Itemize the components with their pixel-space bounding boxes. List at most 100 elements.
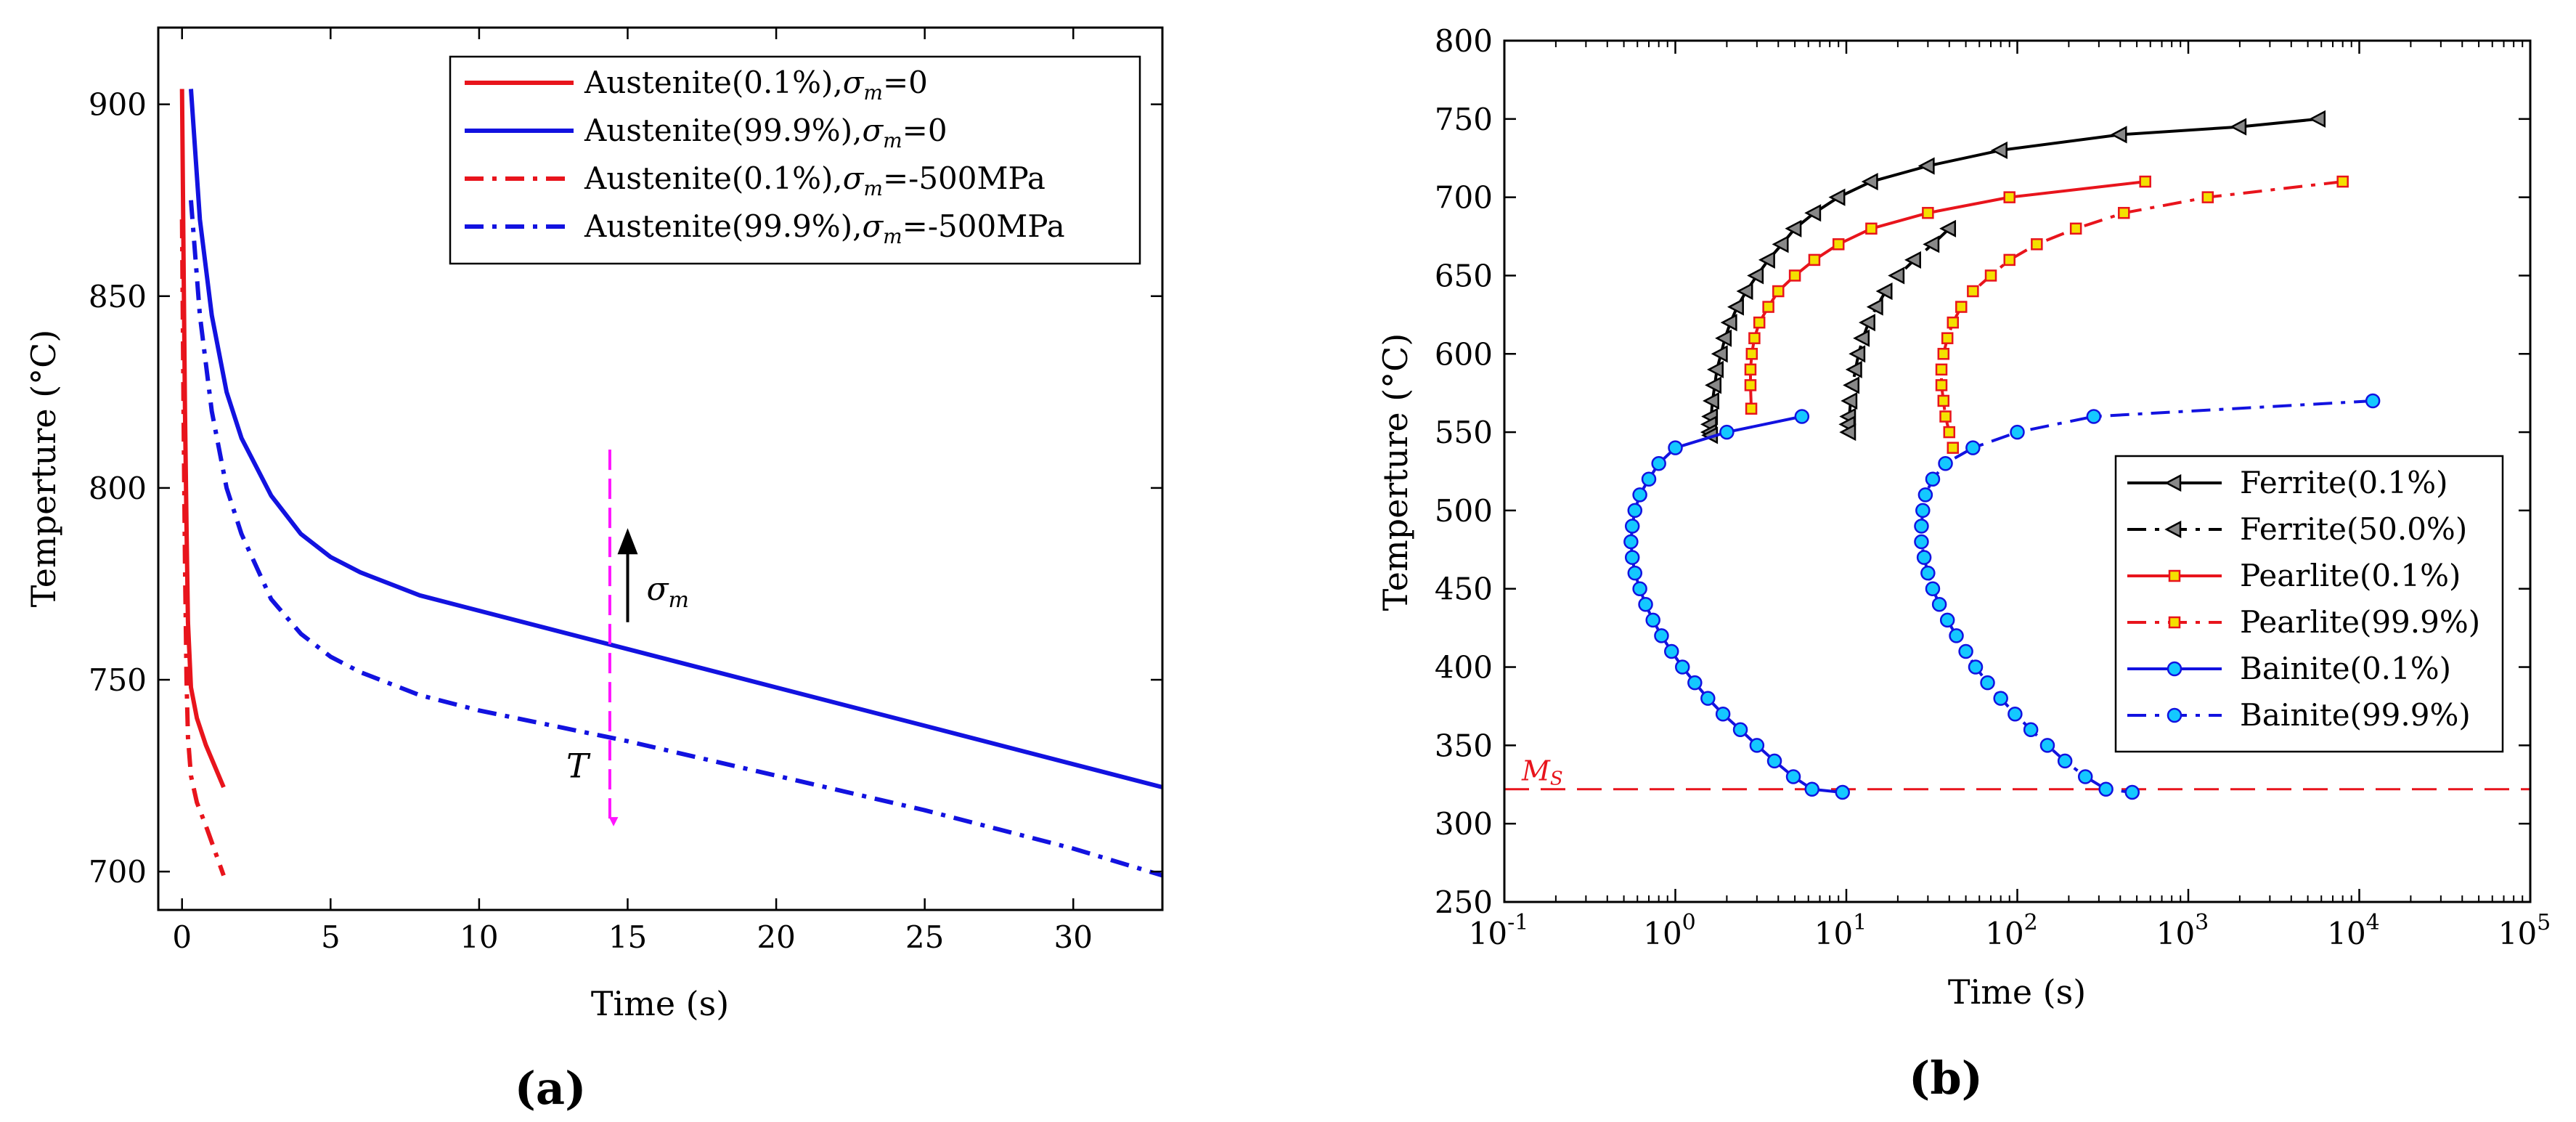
- panel-b-point-4-19: [1715, 706, 1731, 722]
- panel-b-point-3-13: [1935, 379, 1948, 391]
- panel-b-legend-marker-4: [2167, 661, 2182, 677]
- panel-b-point-4-24: [1804, 781, 1819, 797]
- panel-b-point-5-16: [1958, 643, 1973, 659]
- panel-b-point-1-3: [1888, 267, 1905, 285]
- panel-b-point-0-12: [1736, 282, 1753, 301]
- panel-b-point-5-23: [2057, 753, 2073, 769]
- tick-exponent: 5: [2537, 910, 2551, 935]
- panel-b-point-4-10: [1627, 565, 1643, 581]
- panel-b-point-1-8: [1849, 345, 1866, 363]
- tick-base: 10: [1643, 916, 1682, 951]
- panel-b-point-0-13: [1727, 298, 1744, 316]
- panel-b-point-1-11: [1841, 391, 1858, 410]
- panel-a-legend: Austenite(0.1%),σm=0Austenite(99.9%),σm=…: [449, 55, 1141, 265]
- panel-a-series-line-2: [179, 219, 226, 877]
- panel-b-point-5-9: [1914, 534, 1929, 550]
- legend-text-sigma: σ: [862, 113, 884, 148]
- tick-exponent: -1: [1507, 910, 1528, 935]
- panel-b-point-2-0: [2139, 175, 2151, 188]
- ms-label-main: M: [1521, 755, 1551, 787]
- panel-b-point-5-14: [1939, 612, 1955, 628]
- panel-b-xtick-label: 102: [1985, 910, 2038, 951]
- panel-b-marks: [1504, 110, 2530, 800]
- panel-b-point-5-26: [2124, 784, 2140, 800]
- panel-b-ytick-label: 700: [1435, 180, 1493, 216]
- panel-b-point-3-14: [1937, 394, 1950, 407]
- panel-b-point-1-1: [1923, 235, 1940, 253]
- panel-b-ytick-label: 550: [1435, 415, 1493, 450]
- panel-b-point-1-10: [1843, 376, 1860, 394]
- panel-b-point-2-9: [1753, 316, 1766, 329]
- panel-b-series-5: [1914, 393, 2381, 800]
- panel-b-point-2-10: [1748, 332, 1761, 344]
- panel-b-point-0-0: [2309, 110, 2326, 128]
- panel-b-point-0-6: [1828, 188, 1846, 206]
- panel-a-xtick-label: 10: [460, 919, 498, 955]
- panel-b-point-1-5: [1866, 298, 1883, 316]
- legend-text-main: Austenite(0.1%),: [584, 65, 843, 100]
- tick-base: 10: [2327, 916, 2365, 951]
- panel-a-annotations: σm T: [566, 450, 689, 826]
- panel-b-point-0-2: [2110, 126, 2127, 144]
- panel-b-point-2-8: [1762, 301, 1774, 313]
- panel-b-point-3-12: [1935, 363, 1948, 376]
- tick-exponent: 1: [1853, 910, 1867, 935]
- panel-b-xtick-label: 100: [1643, 910, 1696, 951]
- panel-b-point-2-3: [1865, 222, 1878, 235]
- tick-base: 10: [1814, 916, 1853, 951]
- panel-b-legend-label-5: Bainite(99.9%): [2240, 697, 2471, 733]
- panel-b-ticks: 25030035040045050055060065070075080010-1…: [1435, 23, 2551, 951]
- panel-a-legend-label-2: Austenite(0.1%),σm=-500MPa: [584, 160, 1046, 200]
- panel-b-point-5-24: [2077, 769, 2093, 784]
- panel-b-point-1-4: [1875, 282, 1893, 301]
- tick-base: 10: [1985, 916, 2023, 951]
- panel-b-xtick-label: 105: [2498, 910, 2551, 951]
- panel-b-series-line-3: [1940, 180, 2343, 449]
- legend-text-sub: m: [883, 129, 902, 153]
- panel-b-xlabel: Time (s): [1948, 972, 2086, 1012]
- temperature-arrow-label: T: [566, 747, 591, 786]
- panel-b-point-1-2: [1904, 251, 1921, 269]
- panel-b-point-5-20: [2008, 706, 2023, 722]
- tick-exponent: 3: [2195, 910, 2209, 935]
- panel-b-point-5-17: [1968, 659, 1984, 675]
- panel-a-xtick-label: 0: [172, 919, 192, 955]
- panel-b-point-4-2: [1668, 440, 1683, 455]
- panel-b-point-5-21: [2023, 722, 2039, 738]
- panel-a-xtick-label: 20: [757, 919, 795, 955]
- panel-a-chart: 0 5 10 15 20 25 30 700 750 800 850 900 Time (s) Tem…: [24, 26, 1164, 1115]
- panel-b-point-5-4: [1938, 455, 1953, 471]
- panel-b-legend-marker-2: [2168, 569, 2181, 582]
- legend-text-sub: m: [883, 224, 902, 248]
- panel-b-series-3: [1935, 175, 2349, 454]
- panel-b-point-4-1: [1719, 424, 1735, 440]
- panel-b-ytick-label: 300: [1435, 806, 1493, 842]
- panel-b-point-4-14: [1654, 628, 1669, 643]
- stress-arrow-sub: m: [669, 588, 689, 613]
- panel-b-point-0-16: [1711, 345, 1728, 363]
- panel-b-point-5-25: [2098, 781, 2114, 797]
- panel-b-legend-label-1: Ferrite(50.0%): [2240, 511, 2467, 547]
- panel-b-point-3-17: [1947, 442, 1960, 454]
- panel-b-point-5-11: [1920, 565, 1936, 581]
- panel-a-legend-label-3: Austenite(99.9%),σm=-500MPa: [584, 208, 1065, 248]
- panel-b-point-4-18: [1700, 691, 1716, 706]
- panel-b-ytick-label: 650: [1435, 258, 1493, 293]
- panel-b-legend-marker-5: [2167, 707, 2182, 723]
- panel-b-point-5-1: [2086, 409, 2102, 424]
- panel-b-point-2-4: [1832, 238, 1845, 251]
- panel-a-ytick-label: 850: [89, 279, 147, 314]
- panel-b-label: (b): [1909, 1052, 1983, 1105]
- panel-b-ytick-label: 400: [1435, 650, 1493, 686]
- panel-b-point-3-1: [2201, 191, 2214, 203]
- panel-b-chart: 25030035040045050055060065070075080010-1…: [1376, 23, 2551, 1105]
- panel-b-xtick-label: 103: [2156, 910, 2209, 951]
- panel-b-point-2-1: [2003, 191, 2015, 203]
- panel-b-point-5-3: [1965, 440, 1981, 455]
- panel-b-point-0-14: [1720, 314, 1737, 332]
- panel-a-xlabel: Time (s): [591, 984, 729, 1023]
- panel-b-point-0-11: [1747, 267, 1764, 285]
- panel-a-xtick-label: 15: [608, 919, 647, 955]
- panel-b-point-3-16: [1943, 426, 1956, 439]
- tick-exponent: 4: [2366, 910, 2380, 935]
